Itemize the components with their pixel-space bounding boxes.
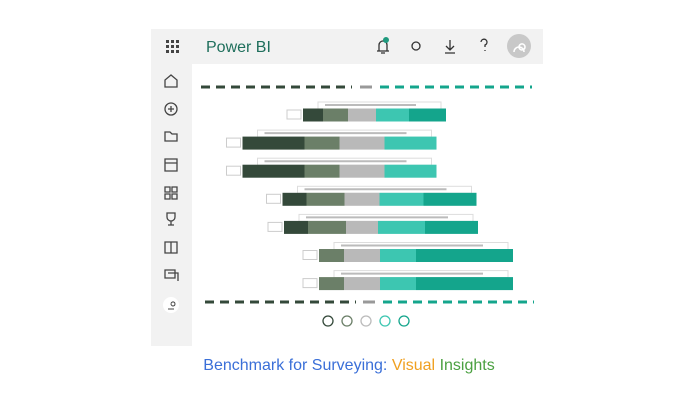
bar-segment [380, 249, 416, 262]
bar-segment [380, 277, 416, 291]
bar-segment [284, 220, 308, 234]
nav-workspaces[interactable] [164, 269, 179, 281]
label-box [226, 165, 241, 176]
nav-goals[interactable] [166, 212, 176, 226]
bar-segment [319, 277, 344, 291]
bar-segment [282, 192, 307, 206]
bar-segment [319, 249, 344, 262]
label-box [286, 109, 302, 120]
download[interactable] [445, 40, 455, 54]
label-box [302, 278, 318, 289]
settings[interactable] [411, 41, 421, 51]
notifications[interactable] [377, 40, 389, 54]
bar-segment [409, 108, 446, 122]
bar-segment [416, 249, 513, 262]
bar-segment [242, 164, 305, 178]
bar-segment [425, 220, 478, 234]
nav-data[interactable] [164, 158, 178, 172]
bar-segment [378, 220, 425, 234]
label-box [266, 193, 281, 204]
bar-segment [416, 277, 513, 291]
bar-segment [379, 192, 424, 206]
bar-segment [308, 220, 346, 234]
caption: Benchmark for Surveying: Visual Insights [0, 357, 698, 375]
bar-segment [323, 108, 348, 122]
bar-segment [344, 277, 380, 291]
bar-segment [339, 164, 385, 178]
bar-chart [226, 101, 513, 291]
label-box [267, 221, 283, 232]
nav-create[interactable] [164, 102, 178, 116]
bar-segment [304, 136, 340, 150]
avatar-icon [513, 43, 526, 53]
bar-segment [344, 249, 380, 262]
caption-part: Insights [439, 357, 495, 374]
nav-apps[interactable] [164, 186, 178, 200]
profile-icon [168, 301, 176, 310]
nav-home[interactable] [164, 74, 178, 88]
app-launcher[interactable] [166, 40, 179, 53]
sentiment-faces [322, 315, 410, 327]
caption-part: Benchmark for Surveying: [203, 357, 388, 374]
bar-segment [304, 164, 340, 178]
bar-segment [423, 192, 477, 206]
bar-segment [303, 108, 323, 122]
badge [383, 37, 389, 43]
bar-segment [376, 108, 409, 122]
bar-segment [348, 108, 376, 122]
nav-learn[interactable] [164, 241, 178, 254]
bar-segment [384, 136, 437, 150]
bar-segment [306, 192, 345, 206]
app-title: Power BI [206, 39, 271, 56]
help[interactable] [480, 38, 488, 51]
label-box [302, 250, 318, 260]
bar-segment [242, 136, 305, 150]
bar-segment [346, 220, 378, 234]
bar-segment [339, 136, 385, 150]
bar-segment [344, 192, 380, 206]
caption-part: Visual [391, 357, 436, 374]
label-box [226, 137, 241, 148]
nav-browse[interactable] [164, 131, 178, 142]
app-window: Power BI [151, 29, 543, 346]
bar-segment [384, 164, 437, 178]
